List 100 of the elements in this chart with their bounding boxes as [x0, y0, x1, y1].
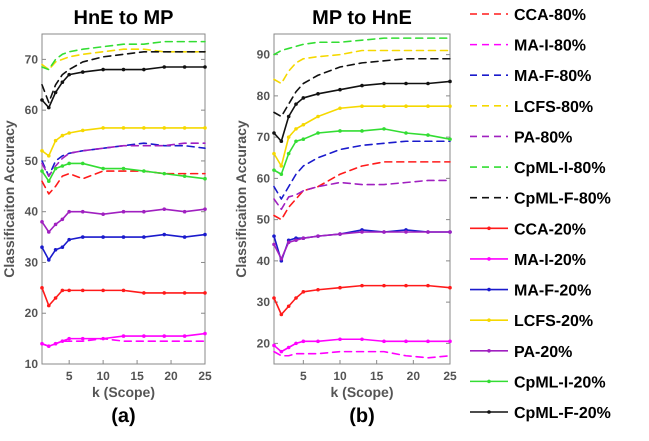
point	[286, 346, 290, 350]
point	[272, 152, 276, 156]
y-tick-label: 20	[256, 336, 270, 350]
point	[382, 82, 386, 86]
point	[448, 286, 452, 290]
x-tick-label: 5	[300, 369, 307, 383]
point	[448, 104, 452, 108]
point	[142, 68, 146, 72]
point	[162, 126, 166, 130]
point	[182, 126, 186, 130]
point	[404, 82, 408, 86]
legend-label: CpML-F-20%	[514, 405, 611, 422]
point	[360, 337, 364, 342]
y-tick-label: 60	[24, 103, 38, 118]
point	[67, 131, 71, 135]
point	[60, 80, 64, 84]
point	[54, 296, 58, 300]
point	[448, 340, 452, 344]
point	[426, 104, 430, 108]
point	[67, 210, 71, 214]
point	[162, 232, 166, 236]
point	[316, 92, 320, 96]
x-tick-label: 20	[164, 369, 178, 383]
x-tick-label: 10	[333, 369, 347, 383]
y-tick-label: 20	[24, 306, 38, 320]
point	[294, 238, 298, 242]
point	[40, 220, 44, 224]
point	[360, 104, 364, 108]
point	[54, 222, 58, 226]
point	[80, 288, 85, 292]
point	[286, 304, 290, 308]
point	[122, 126, 126, 130]
point	[101, 336, 105, 340]
point	[101, 126, 105, 130]
y-tick-label: 40	[256, 254, 270, 268]
line-series	[273, 58, 451, 118]
point	[60, 134, 64, 138]
point	[316, 114, 320, 118]
point	[426, 133, 430, 137]
point	[122, 334, 126, 338]
point	[80, 235, 85, 239]
point	[46, 230, 51, 234]
point	[338, 337, 342, 342]
point	[122, 166, 126, 170]
point	[80, 336, 85, 340]
y-tick-label: 80	[256, 88, 270, 103]
point	[338, 106, 342, 110]
y-tick-label: 10	[24, 357, 38, 371]
legend-label: CpML-I-80%	[514, 160, 606, 178]
point	[382, 127, 386, 131]
point	[404, 340, 408, 344]
legend-label: LCFS-20%	[514, 313, 594, 330]
point	[80, 128, 85, 132]
point	[54, 342, 58, 346]
point	[272, 344, 276, 348]
point	[203, 232, 207, 236]
line-series	[273, 50, 451, 84]
point	[203, 332, 207, 336]
point	[203, 291, 207, 295]
point	[338, 88, 342, 92]
y-tick-label: 50	[24, 154, 38, 168]
point	[80, 210, 85, 214]
point	[286, 114, 290, 118]
y-tick-label: 70	[256, 130, 270, 144]
point	[54, 138, 58, 142]
legend-label: CCA-80%	[514, 7, 586, 24]
point	[142, 210, 146, 214]
line-series	[273, 161, 451, 220]
point	[40, 148, 44, 153]
point	[162, 207, 166, 211]
point	[302, 122, 306, 127]
point	[122, 210, 126, 214]
point	[46, 304, 51, 308]
point	[382, 284, 386, 288]
point	[101, 288, 105, 292]
legend-label: LCFS-80%	[514, 98, 594, 116]
point	[40, 342, 44, 346]
point	[54, 166, 58, 170]
point	[60, 164, 64, 168]
x-tick-label: 15	[130, 369, 144, 383]
point	[80, 162, 85, 166]
point	[182, 174, 186, 178]
point	[316, 288, 320, 292]
legend-label: CCA-20%	[514, 221, 586, 238]
point	[101, 68, 105, 72]
y-axis-title: Classificaiton Accuracy	[1, 120, 17, 278]
point	[182, 235, 186, 239]
point	[46, 179, 51, 184]
point	[280, 312, 284, 316]
legend-label: MA-I-80%	[514, 38, 586, 55]
text: (b)	[349, 405, 375, 427]
point	[448, 137, 452, 141]
point	[294, 139, 298, 144]
point	[101, 235, 105, 239]
x-tick-label: 20	[406, 369, 420, 383]
legend-label: MA-F-80%	[514, 68, 592, 86]
legend-label: CpML-F-80%	[514, 190, 611, 208]
line-series	[41, 40, 206, 70]
point	[426, 284, 430, 288]
x-axis-title: k (Scope)	[330, 384, 394, 400]
